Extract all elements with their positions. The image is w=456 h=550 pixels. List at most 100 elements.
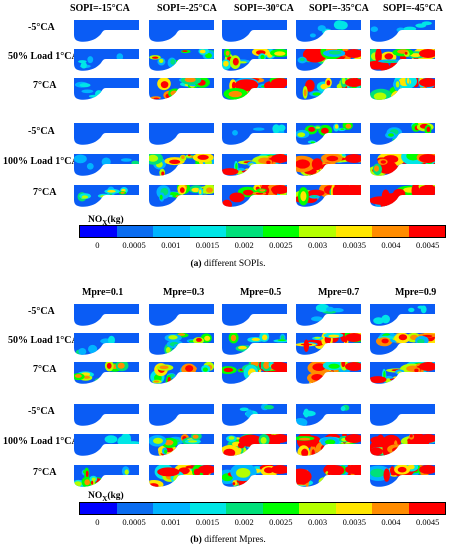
- nox-region: [311, 316, 323, 322]
- nox-region: [326, 155, 339, 162]
- nox-region: [182, 50, 188, 52]
- col-header-b-1: Mpre=0.1: [82, 287, 124, 298]
- nox-region: [413, 186, 418, 195]
- nox-region: [326, 80, 331, 86]
- nox-region: [308, 126, 316, 132]
- nox-region: [245, 351, 253, 355]
- contour-a-r1-c5: [368, 18, 437, 44]
- nox-region: [247, 368, 256, 378]
- nox-region: [312, 92, 321, 96]
- nox-region: [159, 58, 164, 63]
- colorbar-tick-label: 0.0035: [342, 240, 366, 250]
- colorbar-tick-label: 0.002: [234, 240, 254, 250]
- contour-b-r4-c4: [294, 402, 363, 428]
- nox-region: [345, 78, 361, 87]
- nox-region: [170, 90, 178, 97]
- nox-region: [325, 450, 330, 456]
- nox-region: [315, 304, 330, 313]
- nox-region: [326, 306, 335, 312]
- nox-region: [334, 124, 339, 129]
- nox-region: [74, 481, 82, 487]
- colorbar-segment: [262, 226, 299, 237]
- contour-b-r2-c5: [368, 331, 437, 357]
- nox-region: [169, 159, 181, 164]
- contour-b-r6-c3: [220, 463, 289, 489]
- nox-region: [170, 58, 176, 65]
- nox-region: [370, 468, 385, 478]
- nox-region: [278, 124, 286, 132]
- nox-region: [262, 334, 268, 341]
- nox-region: [392, 376, 410, 380]
- contour-b-r1-c2: [147, 302, 216, 328]
- nox-region: [242, 189, 254, 196]
- nox-region: [345, 465, 361, 474]
- nox-region: [314, 336, 321, 339]
- contour-b-r5-c4: [294, 432, 363, 458]
- nox-region: [299, 437, 311, 441]
- nox-region: [223, 367, 234, 373]
- nox-region: [260, 437, 267, 444]
- row-label-a-6: 7°CA: [33, 187, 57, 198]
- nox-region: [383, 60, 397, 63]
- contour-b-r3-c2: [147, 360, 216, 386]
- col-header-b-3: Mpre=0.5: [240, 287, 282, 298]
- nox-region: [131, 160, 139, 166]
- nox-region: [173, 343, 183, 348]
- nox-region: [320, 443, 334, 454]
- colorbar-tick-label: 0.001: [161, 240, 181, 250]
- nox-region: [417, 339, 425, 344]
- contour-a-r5-c5: [368, 152, 437, 178]
- colorbar-tick-label: 0.0045: [415, 240, 440, 250]
- nox-region: [345, 333, 361, 342]
- nox-region: [389, 377, 414, 382]
- nox-region: [379, 65, 403, 71]
- chamber-background: [370, 404, 435, 426]
- caption-text-a: different SOPIs.: [201, 259, 266, 269]
- nox-region: [223, 448, 236, 456]
- nox-region: [374, 165, 379, 172]
- nox-region: [84, 479, 90, 486]
- row-label-b-2: 50% Load 1°CA: [8, 335, 79, 346]
- nox-region: [309, 33, 316, 38]
- nox-region: [107, 190, 116, 193]
- colorbar-a: [79, 225, 446, 238]
- nox-region: [325, 477, 330, 481]
- nox-region: [373, 92, 387, 100]
- nox-region: [311, 449, 315, 456]
- chamber-background: [222, 304, 287, 326]
- nox-region: [388, 133, 394, 137]
- colorbar-tick-label: 0.003: [307, 240, 328, 250]
- contour-a-r1-c2: [147, 18, 216, 44]
- nox-region: [177, 333, 185, 336]
- nox-region: [181, 155, 185, 159]
- nox-region: [191, 187, 200, 193]
- contour-b-r5-c3: [220, 432, 289, 458]
- nox-region: [419, 49, 435, 58]
- col-header-a-3: SOPI=-30°CA: [234, 3, 294, 14]
- nox-region: [196, 337, 202, 342]
- colorbar-tick-label: 0.0025: [269, 240, 293, 250]
- contour-a-r3-c1: [72, 76, 141, 102]
- nox-region: [161, 171, 165, 176]
- nox-region: [169, 373, 175, 377]
- nox-region: [392, 447, 402, 453]
- nox-region: [396, 202, 407, 205]
- col-header-a-4: SOPI=-35°CA: [309, 3, 369, 14]
- nox-region: [376, 51, 381, 60]
- colorbar-tick-label: 0.002: [234, 517, 254, 527]
- nox-region: [97, 378, 110, 384]
- contour-a-r6-c5: [368, 183, 437, 209]
- nox-region: [296, 471, 308, 481]
- nox-region: [272, 124, 280, 134]
- nox-region: [296, 159, 311, 169]
- colorbar-segment: [189, 503, 226, 514]
- colorbar-segment: [262, 503, 299, 514]
- nox-region: [400, 55, 405, 60]
- contour-a-r3-c5: [368, 76, 437, 102]
- nox-region: [160, 81, 169, 89]
- nox-region: [419, 434, 435, 443]
- nox-region: [409, 434, 413, 438]
- nox-region: [167, 376, 171, 384]
- colorbar-segment: [226, 226, 263, 237]
- contour-b-r6-c1: [72, 463, 141, 489]
